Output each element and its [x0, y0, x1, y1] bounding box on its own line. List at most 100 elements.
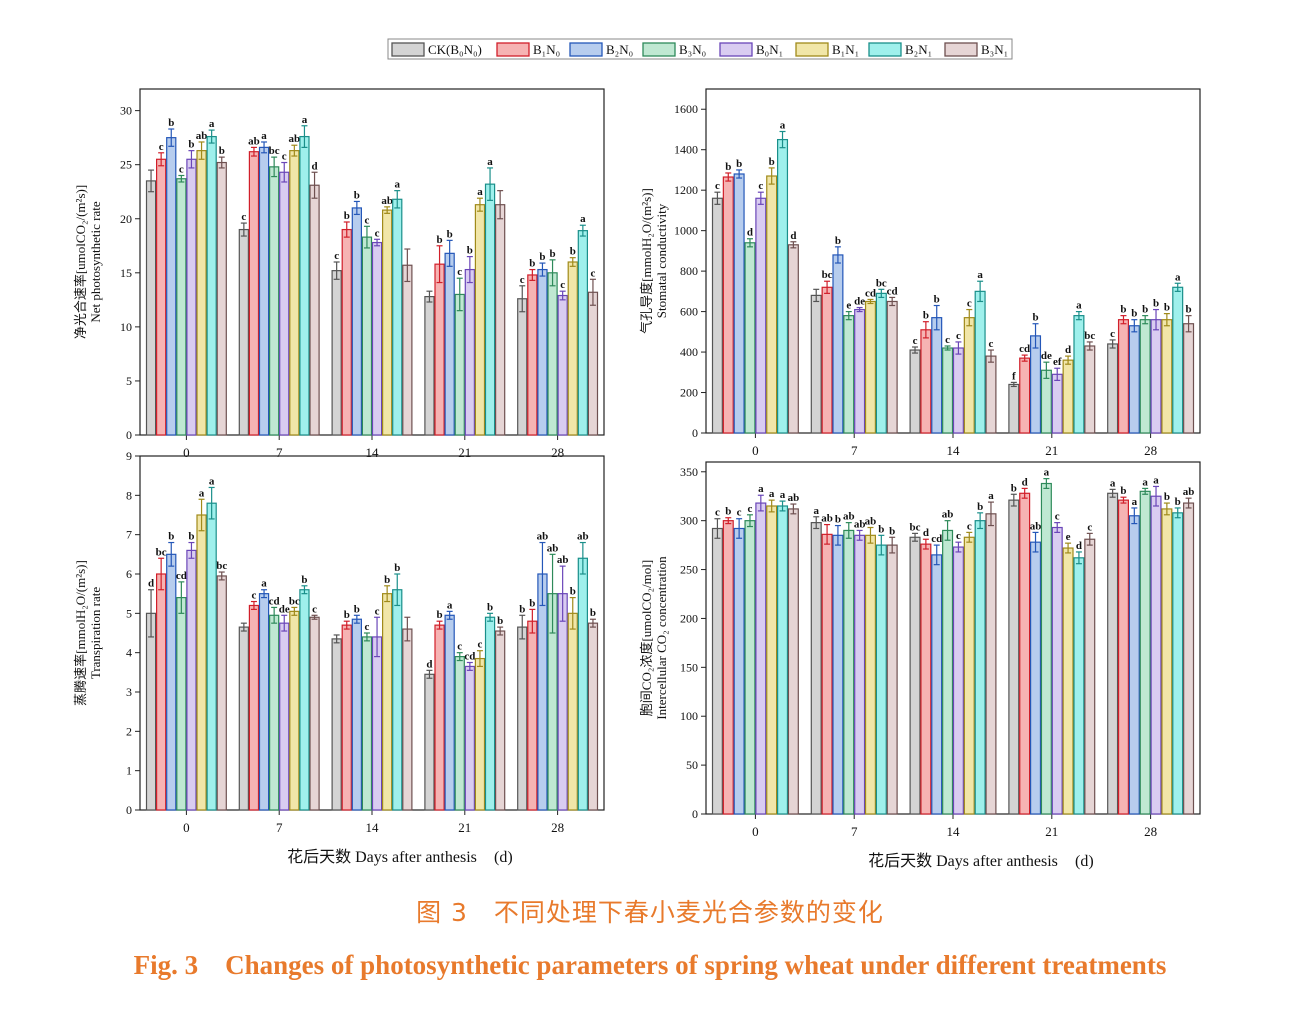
y-tick-label-1: 1 [126, 764, 132, 778]
y-tick-label-0: 0 [126, 803, 132, 817]
bar-7-0 [238, 228, 250, 436]
bar-7-2 [832, 254, 844, 434]
bar-21-6 [1073, 557, 1085, 815]
sig-letter-21-2: a [447, 599, 453, 611]
bar-28-1 [527, 274, 538, 436]
y-axis-label-cn: 蒸腾速率[mmolH₂O/(m²s)] [73, 560, 88, 706]
bar-28-5 [1161, 508, 1173, 815]
bar-14-6 [392, 589, 403, 811]
bar-0-6 [776, 138, 789, 434]
sig-letter-28-3: ab [547, 542, 559, 554]
bar-0-1 [156, 573, 167, 811]
bar-0-7 [216, 575, 227, 811]
bar-21-5 [1062, 359, 1074, 434]
legend-frame [387, 38, 1013, 60]
sig-letter-0-1: b [725, 161, 731, 173]
sig-letter-28-5: b [1164, 491, 1170, 503]
panel-intercellular-co2: 0 50 100 150 200 250 300 350 胞间CO₂浓度[umolCO₂/mol… [639, 461, 1201, 870]
x-tick-label-3: 21 [1045, 824, 1058, 839]
bar-0-0 [145, 180, 157, 436]
bar-28-5 [567, 261, 578, 436]
bar-14-5 [382, 593, 393, 811]
bar-28-6 [1172, 286, 1184, 434]
sig-letter-7-2: b [835, 514, 841, 526]
bar-0-2 [733, 527, 745, 815]
sig-letter-21-6: a [487, 156, 493, 168]
bar-0-5 [766, 175, 778, 434]
sig-letter-28-5: b [570, 246, 576, 258]
bar-21-7 [495, 630, 506, 811]
y-tick-label-4: 200 [680, 611, 698, 625]
sig-letter-21-1: cd [1019, 343, 1030, 355]
y-tick-label-0: 0 [692, 807, 698, 821]
bar-14-2 [931, 317, 943, 434]
sig-letter-0-7: bc [216, 560, 227, 572]
bar-28-6 [577, 557, 588, 811]
y-tick-label-6: 300 [680, 514, 698, 528]
sig-letter-14-2: cd [931, 533, 942, 545]
y-tick-label-1: 200 [680, 386, 698, 400]
bar-28-2 [1128, 515, 1140, 815]
bar-7-1 [248, 151, 260, 436]
bar-0-5 [196, 150, 207, 436]
legend-label-7: B₃N₁ [981, 42, 1008, 57]
sig-letter-0-7: b [219, 145, 225, 157]
bar-28-7 [1183, 502, 1195, 815]
bar-7-5 [289, 150, 300, 436]
bar-21-6 [1073, 315, 1085, 434]
sig-letter-7-1: c [252, 590, 257, 602]
bar-14-7 [985, 513, 997, 815]
sig-letter-21-1: d [1022, 476, 1028, 488]
sig-letter-28-7: b [590, 607, 596, 619]
sig-letter-21-3: de [1041, 350, 1052, 362]
sig-letter-7-1: bc [822, 269, 833, 281]
bar-21-0 [424, 296, 435, 436]
y-tick-label-2: 10 [120, 320, 132, 334]
bar-28-3 [1139, 490, 1151, 815]
sig-letter-28-5: b [1164, 302, 1170, 314]
sig-letter-28-6: a [580, 213, 586, 225]
y-tick-label-8: 8 [126, 488, 132, 502]
y-axis-label-en: Transpiration rate [88, 587, 103, 680]
sig-letter-0-6: a [780, 489, 786, 501]
x-tick-label-0: 0 [183, 445, 190, 460]
sig-letter-7-1: ab [248, 135, 260, 147]
sig-letter-0-1: b [725, 506, 731, 518]
bar-21-4 [1051, 373, 1063, 434]
bar-21-7 [495, 204, 506, 436]
y-tick-label-5: 1000 [674, 224, 698, 238]
x-tick-label-4: 28 [1144, 824, 1157, 839]
x-axis-unit: (d) [494, 849, 513, 866]
sig-letter-28-0: b [519, 603, 525, 615]
sig-letter-21-2: b [447, 228, 453, 240]
bar-7-2 [832, 534, 844, 815]
sig-letter-28-4: c [560, 279, 565, 291]
bar-0-1 [722, 520, 734, 815]
sig-letter-21-6: b [487, 601, 493, 613]
bar-7-4 [279, 171, 290, 436]
bar-0-7 [216, 161, 227, 436]
bar-7-4 [854, 308, 866, 434]
bar-28-4 [557, 593, 568, 811]
sig-letter-21-4: ef [1053, 356, 1062, 368]
bar-21-3 [454, 655, 465, 811]
bar-14-3 [942, 529, 954, 815]
bar-28-7 [587, 291, 599, 436]
figure-caption-chinese: 图 3 不同处理下春小麦光合参数的变化 [416, 898, 884, 927]
bar-0-1 [156, 158, 167, 436]
bar-28-0 [517, 626, 528, 811]
bar-7-6 [875, 292, 887, 434]
bar-7-1 [821, 286, 833, 434]
bar-21-5 [474, 657, 486, 811]
legend-swatch-0 [391, 42, 425, 57]
bar-7-6 [299, 589, 310, 811]
sig-letter-7-0: a [813, 505, 819, 517]
sig-letter-0-6: a [209, 475, 215, 487]
sig-letter-21-0: b [1011, 482, 1017, 494]
sig-letter-21-3: a [1044, 467, 1050, 479]
sig-letter-21-6: d [1076, 540, 1082, 552]
sig-letter-28-6: b [1175, 496, 1181, 508]
bar-14-7 [402, 628, 413, 811]
sig-letter-21-2: ab [1030, 520, 1042, 532]
sig-letter-28-1: b [1120, 304, 1126, 316]
